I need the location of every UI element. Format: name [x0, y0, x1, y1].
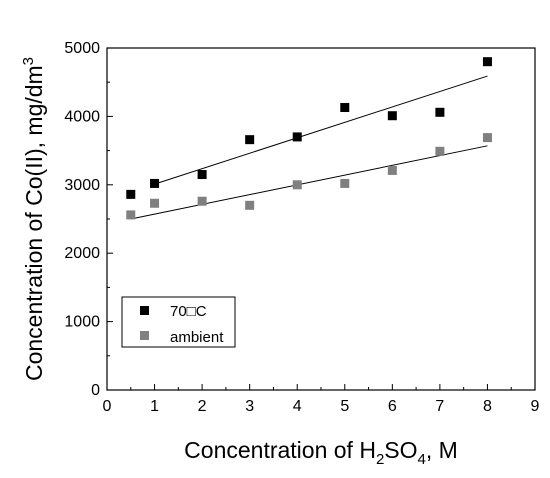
data-point-series-0 [482, 57, 492, 67]
x-tick-label: 5 [340, 398, 349, 415]
data-point-series-0 [435, 107, 445, 117]
data-point-series-1 [435, 146, 445, 156]
x-tick-label: 3 [245, 398, 254, 415]
x-tick-label: 8 [483, 398, 492, 415]
data-point-series-0 [197, 170, 207, 180]
x-tick-label: 7 [435, 398, 444, 415]
data-points [126, 57, 492, 220]
data-point-series-1 [150, 198, 160, 208]
legend-marker-70c [140, 306, 149, 315]
data-point-series-0 [340, 103, 350, 113]
y-tick-label: 5000 [64, 40, 100, 57]
y-tick-label: 4000 [64, 108, 100, 125]
data-point-series-0 [126, 189, 136, 199]
y-tick-label: 3000 [64, 177, 100, 194]
x-tick-label: 9 [531, 398, 540, 415]
trendlines [130, 75, 488, 220]
x-tick-label: 6 [388, 398, 397, 415]
data-point-series-1 [292, 180, 302, 190]
legend-marker-ambient [140, 331, 149, 340]
data-point-series-0 [387, 111, 397, 121]
y-axis-title: Concentration of Co(II), mg/dm3 [20, 57, 47, 381]
y-tick-label: 0 [91, 382, 100, 399]
data-point-series-1 [126, 210, 136, 220]
x-tick-label: 0 [103, 398, 112, 415]
x-tick-label: 4 [293, 398, 302, 415]
data-point-series-1 [387, 165, 397, 175]
trendline-series-0 [154, 75, 488, 185]
data-point-series-1 [245, 200, 255, 210]
x-axis: 0 1 2 3 4 5 6 7 8 9 [103, 384, 540, 415]
x-tick-label: 2 [198, 398, 207, 415]
legend-label-70c: 70□C [170, 303, 207, 320]
x-tick-label: 1 [150, 398, 159, 415]
x-axis-title: Concentration of H2SO4, M [184, 437, 458, 468]
y-tick-label: 2000 [64, 245, 100, 262]
legend-label-ambient: ambient [170, 329, 224, 346]
y-axis: 0 1000 2000 3000 4000 5000 [64, 40, 113, 399]
data-point-series-0 [245, 135, 255, 145]
data-point-series-1 [340, 178, 350, 188]
trendline-series-1 [130, 145, 488, 220]
data-point-series-0 [150, 178, 160, 188]
data-point-series-1 [482, 133, 492, 143]
legend: 70□C ambient [121, 296, 236, 348]
data-point-series-1 [197, 196, 207, 206]
data-point-series-0 [292, 132, 302, 142]
y-tick-label: 1000 [64, 314, 100, 331]
